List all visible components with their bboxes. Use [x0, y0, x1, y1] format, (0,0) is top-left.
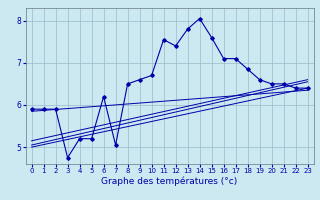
X-axis label: Graphe des températures (°c): Graphe des températures (°c) [101, 177, 238, 186]
